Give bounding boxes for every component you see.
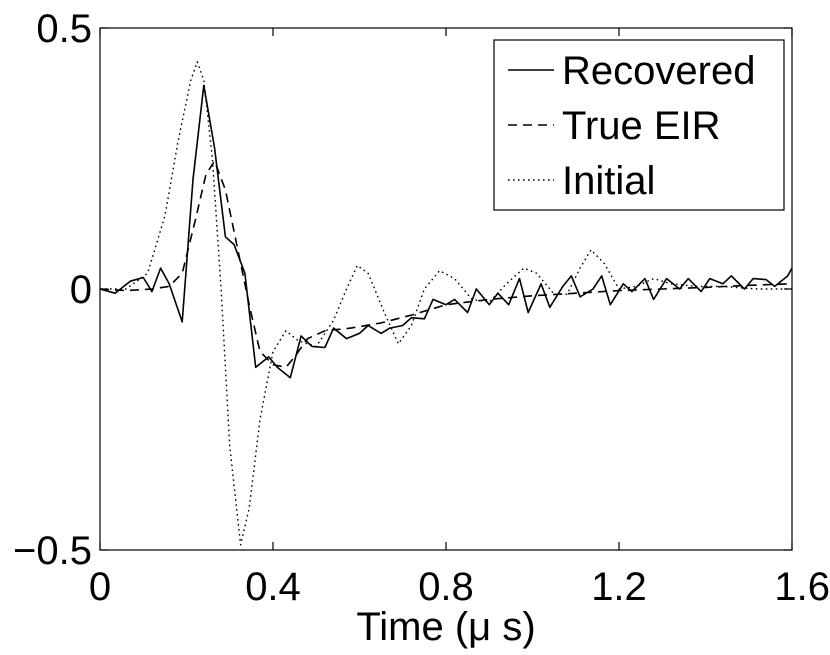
legend-label-true-eir: True EIR (562, 104, 721, 148)
series-line-recovered (99, 84, 793, 379)
x-axis-label: Time (μ s) (356, 605, 535, 649)
plot-frame (99, 27, 793, 551)
series-line-initial (100, 61, 792, 546)
series-line-true-eir (99, 160, 793, 369)
x-tick-label: 0.8 (418, 565, 474, 609)
x-tick-label: 0 (89, 565, 111, 609)
legend-label-recovered: Recovered (562, 49, 755, 93)
series-layer (99, 61, 793, 546)
y-tick-label: 0.5 (36, 7, 92, 51)
legend-label-initial: Initial (562, 159, 655, 203)
ticks-layer: 0 0.4 0.8 1.2 1.6−0.500.5 (13, 7, 830, 609)
y-tick-label: 0 (70, 268, 92, 312)
legend: Recovered True EIR Initial (493, 39, 785, 211)
x-tick-label: 0.4 (245, 565, 301, 609)
x-tick-label: 1.6 (774, 565, 830, 609)
x-tick-label: 1.2 (591, 565, 647, 609)
y-tick-label: −0.5 (13, 529, 92, 573)
